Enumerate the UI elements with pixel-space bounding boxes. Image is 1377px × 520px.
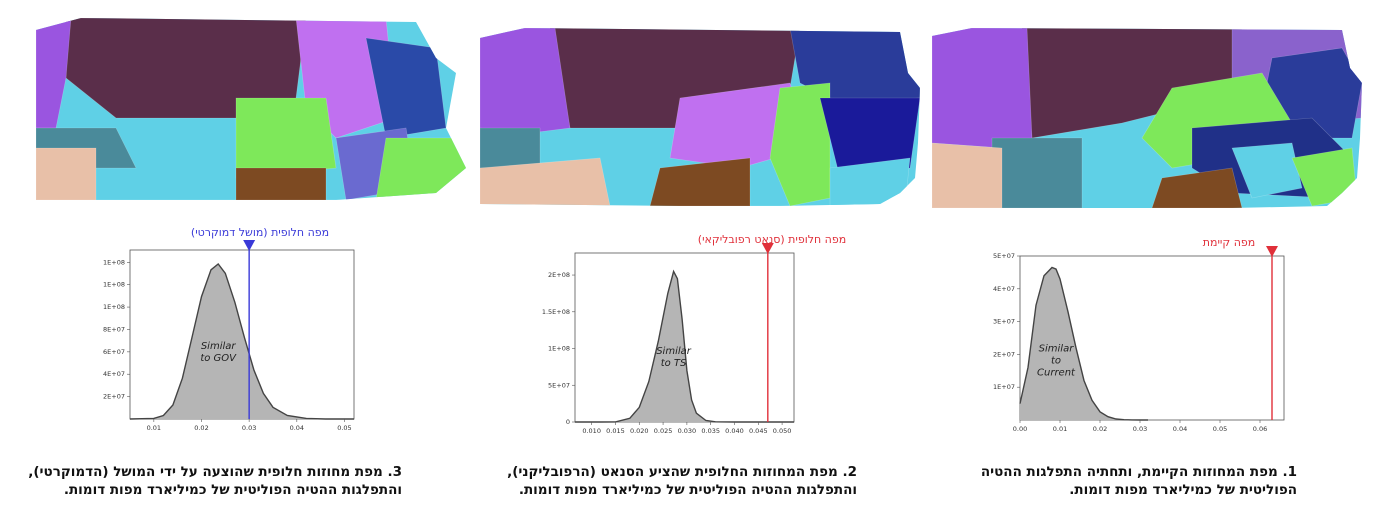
x-tick-label: 0.00 [1013,425,1027,433]
marker-triangle [1266,246,1278,257]
y-tick-label: 1E+07 [993,383,1015,391]
distribution-label: to [1051,355,1061,366]
marker-triangle [761,243,774,254]
distribution-area [130,264,354,419]
x-tick-label: 0.06 [1253,425,1267,433]
y-tick-label: 2E+07 [103,393,125,401]
y-tick-label: 1E+08 [103,281,125,289]
marker-label-gov: מפה חלופית (מושל דמוקרטי) [190,226,330,239]
caption-gov-line1: 3. מפת מחוזות חלופית שהוצעה על ידי המושל… [28,464,402,480]
x-tick-label: 0.030 [678,427,697,435]
x-tick-label: 0.02 [1093,425,1107,433]
x-tick-label: 0.03 [1133,425,1147,433]
map-gov-district [365,37,447,139]
map-ts-district [769,82,831,206]
map-ts [480,28,920,206]
x-tick-label: 0.04 [290,424,304,432]
x-tick-label: 0.025 [654,427,673,435]
chart-current-svg: 0.00 0.01 0.02 0.03 0.04 0.05 0.06 1E+07 2E+07 3E… [993,246,1285,433]
caption-current: 1. מפת המחוזות הקיימת, ותחתיה התפלגות הה… [981,463,1297,499]
map-current-district [932,28,1033,149]
x-tick-label: 0.050 [773,427,792,435]
map-ts-district [480,28,571,134]
x-tick-label: 0.03 [242,424,256,432]
distribution-label: Similar [1039,343,1075,354]
y-tick-label: 2E+07 [993,350,1015,358]
chart-current: 0.00 0.01 0.02 0.03 0.04 0.05 0.06 1E+07 2E+07 3E… [990,246,1290,438]
chart-ts: 0.010 0.015 0.020 0.025 0.030 0.035 0.040 0.045… [542,243,800,440]
x-tick-label: 0.05 [337,424,351,432]
y-tick-label: 4E+07 [103,370,125,378]
map-ts-svg [480,28,920,206]
chart-gov-svg: 0.01 0.02 0.03 0.04 0.05 2E+07 4E+07 6E+07 8E+07… [103,240,355,432]
x-tick-label: 0.02 [194,424,208,432]
caption-ts-line2: והתפלגות ההטיה הפוליטית של כמיליארד מפות… [518,482,857,498]
y-tick-label: 5E+07 [548,381,570,389]
map-gov-district [36,147,97,200]
distribution-line [575,269,794,423]
distribution-label: to GOV [200,353,237,364]
x-tick-label: 0.04 [1173,425,1187,433]
distribution-label: Similar [201,341,237,352]
y-tick-label: 1E+08 [103,303,125,311]
y-tick-label: 3E+07 [993,318,1015,326]
x-tick-label: 0.040 [725,427,744,435]
map-gov-district [36,18,72,129]
map-current-district [932,142,1003,208]
caption-current-line1: 1. מפת המחוזות הקיימת, ותחתיה התפלגות הה… [980,464,1297,480]
y-tick-label: 5E+07 [993,252,1015,260]
y-tick-label: 0 [566,418,570,426]
marker-triangle [243,240,256,251]
y-tick-label: 1E+08 [103,258,125,266]
marker-label-current: מפה קיימת [1202,236,1256,249]
map-ts-district [649,157,751,206]
y-tick-label: 2E+08 [548,271,570,279]
distribution-label: Similar [656,346,692,357]
distribution-line [129,263,354,420]
x-tick-label: 0.05 [1213,425,1227,433]
x-tick-label: 0.010 [582,427,601,435]
y-tick-label: 1.5E+08 [542,308,570,316]
map-current-district [991,137,1083,208]
marker-label-ts: מפה חלופית (סנאט רפובליקאי) [697,233,847,246]
caption-gov: 3. מפת מחוזות חלופית שהוצעה על ידי המושל… [28,463,402,499]
y-tick-label: 1E+08 [548,345,570,353]
map-gov [36,18,476,200]
caption-gov-line2: והתפלגות ההטיה הפוליטית של כמיליארד מפות… [63,482,402,498]
map-current-district [1231,142,1303,199]
chart-gov: 0.01 0.02 0.03 0.04 0.05 2E+07 4E+07 6E+07 8E+07… [100,240,360,437]
map-ts-district [480,127,541,169]
caption-ts-line1: 2. מפת המחוזות החלופית שהציע הסנאט (הרפו… [507,464,857,480]
map-current-district [1151,167,1243,208]
map-current-svg [932,28,1362,208]
map-ts-district [829,157,911,206]
map-ts-district [480,157,611,206]
distribution-area [1020,267,1148,420]
x-tick-label: 0.020 [630,427,649,435]
x-tick-label: 0.01 [147,424,161,432]
x-tick-label: 0.015 [606,427,625,435]
x-tick-label: 0.045 [749,427,768,435]
map-current [932,28,1362,210]
distribution-line [1019,266,1148,421]
map-gov-district [235,167,327,200]
map-gov-district [235,97,337,179]
chart-ts-svg: 0.010 0.015 0.020 0.025 0.030 0.035 0.040 0.045… [542,243,795,435]
map-ts-district [819,97,920,179]
map-gov-district [375,137,466,200]
y-tick-label: 8E+07 [103,325,125,333]
distribution-label: Current [1037,367,1076,378]
x-tick-label: 0.01 [1053,425,1067,433]
distribution-label: to TS [661,358,687,369]
caption-ts: 2. מפת המחוזות החלופית שהציע הסנאט (הרפו… [507,463,857,499]
x-tick-label: 0.035 [701,427,720,435]
y-tick-label: 6E+07 [103,348,125,356]
map-gov-svg [36,18,466,200]
y-tick-label: 4E+07 [993,285,1015,293]
caption-current-line2: הפוליטית של כמיליארד מפות דומות. [1069,482,1297,498]
